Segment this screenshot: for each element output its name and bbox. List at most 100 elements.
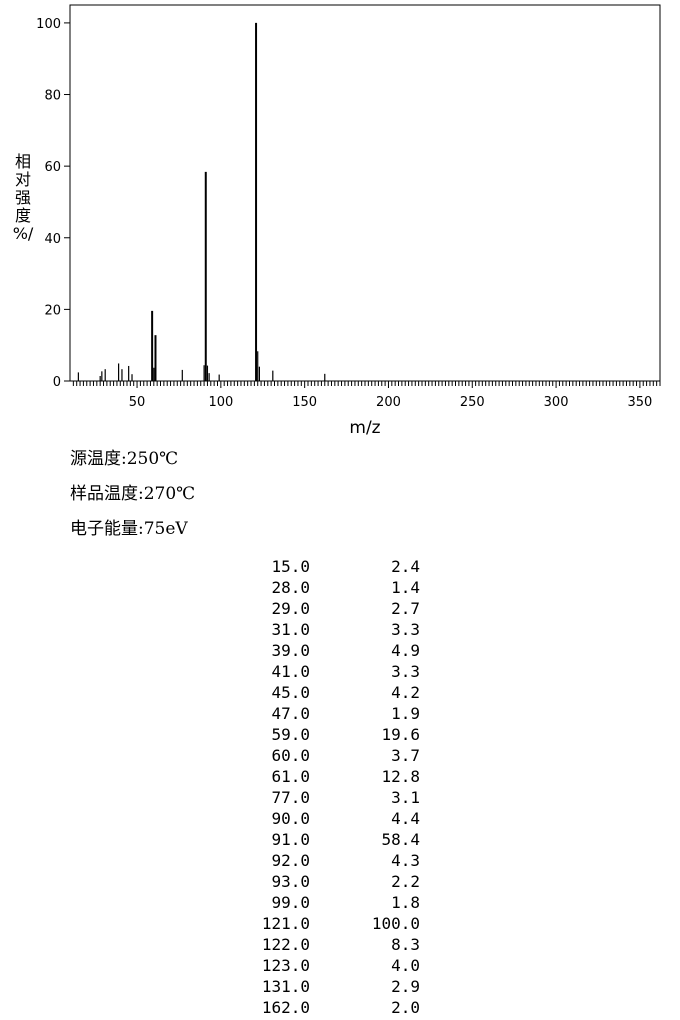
peak-abundance: 2.9 (391, 977, 420, 996)
table-row: 15.0 2.4 (240, 556, 420, 577)
table-row: 121.0 100.0 (240, 913, 420, 934)
peak-mz: 39.0 (271, 641, 310, 660)
table-row: 131.0 2.9 (240, 976, 420, 997)
peak-abundance: 19.6 (381, 725, 420, 744)
table-row: 93.0 2.2 (240, 871, 420, 892)
x-tick-label: 150 (292, 395, 317, 410)
y-axis: 0 20 40 60 80 100 (36, 17, 70, 390)
peak-abundance: 1.4 (391, 578, 420, 597)
peak-mz: 123.0 (261, 956, 310, 975)
y-tick-label: 60 (44, 160, 61, 175)
param-value: 270℃ (143, 484, 196, 504)
peak-mz: 61.0 (271, 767, 310, 786)
peak-mz: 45.0 (271, 683, 310, 702)
y-tick-label: 20 (44, 303, 61, 318)
peak-abundance: 4.9 (391, 641, 420, 660)
table-row: 60.0 3.7 (240, 745, 420, 766)
x-tick-label: 50 (129, 395, 146, 410)
peak-abundance: 8.3 (391, 935, 420, 954)
peak-mz: 59.0 (271, 725, 310, 744)
peak-abundance: 2.7 (391, 599, 420, 618)
y-tick-label: 100 (36, 17, 61, 32)
y-tick-label: 0 (53, 375, 61, 390)
peak-abundance: 100.0 (371, 914, 420, 933)
peak-abundance: 58.4 (381, 830, 420, 849)
table-row: 29.0 2.7 (240, 598, 420, 619)
table-row: 92.0 4.3 (240, 850, 420, 871)
sample-temperature: 样品温度:270℃ (70, 481, 195, 516)
peak-mz: 47.0 (271, 704, 310, 723)
param-value: 75eV (143, 519, 188, 539)
peak-abundance: 3.1 (391, 788, 420, 807)
y-axis-title-char: 对 (14, 170, 31, 189)
table-row: 61.0 12.8 (240, 766, 420, 787)
table-row: 39.0 4.9 (240, 640, 420, 661)
table-row: 59.0 19.6 (240, 724, 420, 745)
mass-spectrum-chart: 0 20 40 60 80 100 50 100 150 200 250 300 350 m/z (36, 4, 661, 438)
peak-abundance: 1.8 (391, 893, 420, 912)
y-axis-title-char: 强 (14, 188, 31, 207)
x-tick-label: 250 (460, 395, 485, 410)
peak-mz: 91.0 (271, 830, 310, 849)
x-axis: 50 100 150 200 250 300 350 (72, 381, 661, 410)
plot-frame (69, 4, 661, 382)
x-axis-title: m/z (349, 418, 380, 438)
x-tick-label: 300 (544, 395, 569, 410)
peak-abundance: 2.4 (391, 557, 420, 576)
peak-abundance: 3.7 (391, 746, 420, 765)
peak-mz: 41.0 (271, 662, 310, 681)
table-row: 41.0 3.3 (240, 661, 420, 682)
peak-mz: 162.0 (261, 998, 310, 1017)
y-axis-title-char: 相 (14, 152, 31, 171)
peak-abundance: 12.8 (381, 767, 420, 786)
x-tick-label: 350 (627, 395, 652, 410)
table-row: 91.0 58.4 (240, 829, 420, 850)
peak-mz: 60.0 (271, 746, 310, 765)
peak-table: 15.0 2.4 28.0 1.4 29.0 2.7 31.0 3.3 39.0 4.9 41.0 3… (240, 556, 420, 1018)
param-label: 源温度: (70, 449, 127, 469)
table-row: 123.0 4.0 (240, 955, 420, 976)
peak-mz: 93.0 (271, 872, 310, 891)
peak-mz: 92.0 (271, 851, 310, 870)
peak-mz: 29.0 (271, 599, 310, 618)
y-axis-title-char: 度 (14, 206, 31, 225)
peak-abundance: 4.4 (391, 809, 420, 828)
peak-mz: 31.0 (271, 620, 310, 639)
table-row: 122.0 8.3 (240, 934, 420, 955)
peak-abundance: 4.2 (391, 683, 420, 702)
table-row: 99.0 1.8 (240, 892, 420, 913)
peak-mz: 122.0 (261, 935, 310, 954)
peak-abundance: 2.2 (391, 872, 420, 891)
x-tick-label: 100 (208, 395, 233, 410)
table-row: 47.0 1.9 (240, 703, 420, 724)
peak-mz: 90.0 (271, 809, 310, 828)
peak-abundance: 3.3 (391, 662, 420, 681)
source-temperature: 源温度:250℃ (70, 446, 195, 481)
y-tick-label: 80 (44, 89, 61, 104)
table-row: 28.0 1.4 (240, 577, 420, 598)
experiment-parameters: 源温度:250℃ 样品温度:270℃ 电子能量:75eV (70, 446, 195, 551)
spectrum-bars (77, 22, 326, 381)
x-tick-label: 200 (376, 395, 401, 410)
electron-energy: 电子能量:75eV (70, 516, 195, 551)
param-label: 样品温度: (70, 484, 144, 504)
peak-abundance: 4.3 (391, 851, 420, 870)
peak-mz: 131.0 (261, 977, 310, 996)
param-label: 电子能量: (70, 519, 144, 539)
y-axis-title: 相 对 强 度 %/ (10, 153, 36, 243)
y-tick-label: 40 (44, 232, 61, 247)
table-row: 31.0 3.3 (240, 619, 420, 640)
table-row: 162.0 2.0 (240, 997, 420, 1018)
peak-mz: 121.0 (261, 914, 310, 933)
param-value: 250℃ (126, 449, 179, 469)
table-row: 77.0 3.1 (240, 787, 420, 808)
peak-abundance: 2.0 (391, 998, 420, 1017)
table-row: 90.0 4.4 (240, 808, 420, 829)
peak-mz: 99.0 (271, 893, 310, 912)
peak-abundance: 1.9 (391, 704, 420, 723)
table-row: 45.0 4.2 (240, 682, 420, 703)
peak-abundance: 3.3 (391, 620, 420, 639)
peak-mz: 77.0 (271, 788, 310, 807)
peak-mz: 28.0 (271, 578, 310, 597)
peak-abundance: 4.0 (391, 956, 420, 975)
